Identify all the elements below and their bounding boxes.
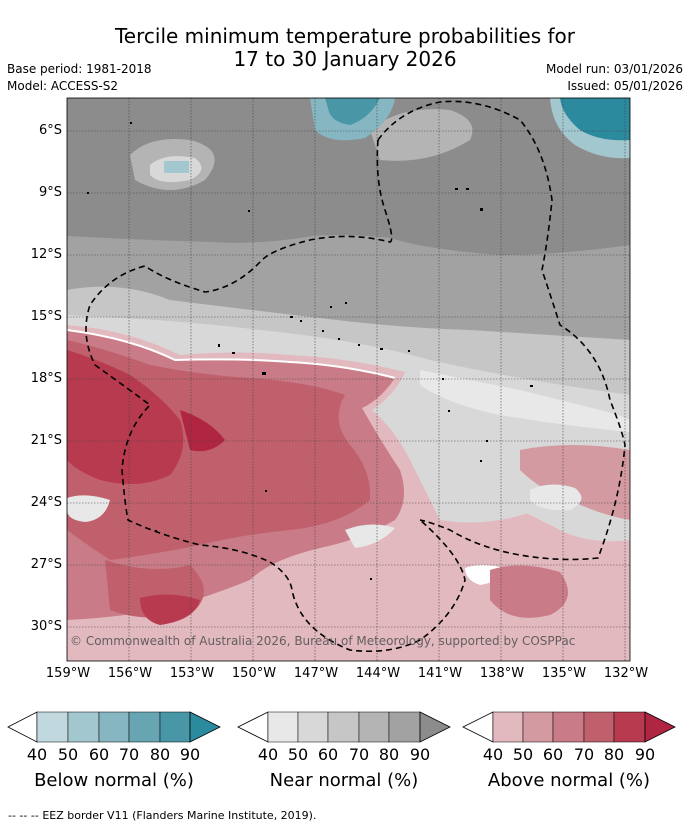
below-normal-north-core: [325, 98, 380, 125]
lat-label-15s: 15°S: [30, 309, 62, 324]
lat-label-24s: 24°S: [30, 495, 62, 510]
near-tick-80: 80: [378, 745, 400, 764]
base-period: Base period: 1981-2018: [7, 62, 152, 76]
below-tick-70: 70: [118, 745, 140, 764]
near-tick-90: 90: [409, 745, 431, 764]
model-run: Model run: 03/01/2026: [545, 62, 683, 76]
tercile-boundary: [67, 329, 396, 379]
copyright-notice: © Commonwealth of Australia 2026, Bureau…: [70, 634, 576, 648]
issued-date: Issued: 05/01/2026: [567, 79, 683, 93]
islands: [87, 122, 533, 580]
lon-label-147w: 147°W: [293, 666, 339, 681]
lon-label-132w: 132°W: [603, 666, 649, 681]
near-normal-legend-title: Near normal (%): [269, 770, 419, 791]
above-normal-50-east: [520, 445, 630, 520]
colorbar-above: [462, 711, 676, 743]
below-normal-ne-core: [560, 98, 630, 141]
near-tick-70: 70: [348, 745, 370, 764]
eez-note-text: EEZ border V11 (Flanders Marine Institut…: [42, 809, 317, 822]
lon-label-144w: 144°W: [355, 666, 401, 681]
above-normal-legend-title: Above normal (%): [487, 770, 651, 791]
below-normal-legend-title: Below normal (%): [34, 770, 194, 791]
eez-dash-sample: -- -- --: [8, 809, 39, 822]
lon-label-153w: 153°W: [169, 666, 215, 681]
map-title-line2: 17 to 30 January 2026: [233, 47, 457, 71]
near-normal-40-west: [67, 495, 110, 522]
below-normal-patch: [164, 161, 189, 173]
map-title-line1: Tercile minimum temperature probabilitie…: [114, 24, 576, 48]
above-tick-70: 70: [573, 745, 595, 764]
above-tick-90: 90: [634, 745, 656, 764]
eez-legend-note: -- -- -- EEZ border V11 (Flanders Marine…: [8, 809, 316, 822]
near-normal-40-center: [345, 524, 395, 548]
colorbar-near: [237, 711, 451, 743]
near-normal-40-band: [420, 370, 630, 432]
above-tick-50: 50: [512, 745, 534, 764]
model-name: Model: ACCESS-S2: [7, 79, 119, 93]
near-normal-40-east: [530, 484, 582, 511]
above-normal-80-region: [67, 350, 184, 484]
lat-label-27s: 27°S: [30, 557, 62, 572]
lon-label-159w: 159°W: [45, 666, 91, 681]
lat-label-21s: 21°S: [30, 433, 62, 448]
above-tick-60: 60: [542, 745, 564, 764]
eez-borders: [85, 100, 626, 653]
lon-label-135w: 135°W: [541, 666, 587, 681]
below-tick-80: 80: [149, 745, 171, 764]
near-tick-40: 40: [257, 745, 279, 764]
colorbar-below: [7, 711, 221, 743]
above-normal-80-south: [140, 594, 200, 625]
below-tick-90: 90: [179, 745, 201, 764]
above-tick-80: 80: [603, 745, 625, 764]
lon-label-156w: 156°W: [107, 666, 153, 681]
near-tick-60: 60: [317, 745, 339, 764]
lon-label-138w: 138°W: [479, 666, 525, 681]
lat-label-9s: 9°S: [38, 185, 62, 200]
above-normal-60-se: [490, 565, 568, 618]
map-frame: [66, 97, 631, 662]
lat-label-6s: 6°S: [38, 123, 62, 138]
near-tick-50: 50: [287, 745, 309, 764]
map-grid: [67, 98, 630, 661]
map-fill-layer: [67, 98, 630, 661]
below-tick-40: 40: [26, 745, 48, 764]
lat-label-18s: 18°S: [30, 371, 62, 386]
below-tick-50: 50: [57, 745, 79, 764]
lon-label-141w: 141°W: [417, 666, 463, 681]
near-normal-80-region: [67, 98, 630, 255]
lat-label-30s: 30°S: [30, 619, 62, 634]
above-tick-40: 40: [482, 745, 504, 764]
lat-label-12s: 12°S: [30, 247, 62, 262]
lon-label-150w: 150°W: [231, 666, 277, 681]
below-tick-60: 60: [88, 745, 110, 764]
